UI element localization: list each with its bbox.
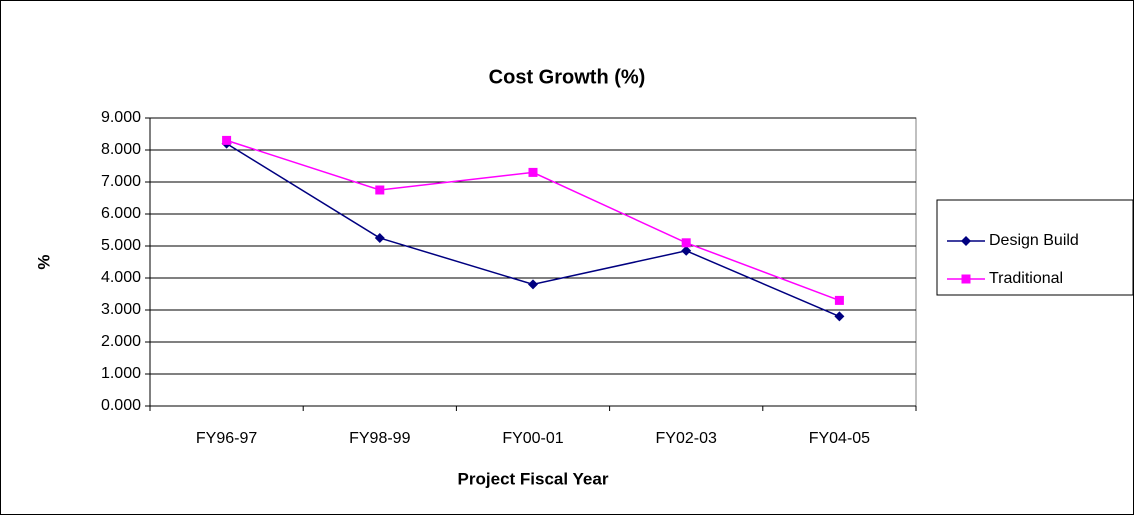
x-tick-label: FY98-99 (349, 430, 410, 447)
y-tick-label: 2.000 (101, 333, 141, 350)
y-tick-label: 1.000 (101, 365, 141, 382)
data-point (681, 245, 692, 256)
y-tick-label: 5.000 (101, 237, 141, 254)
x-tick-label: FY00-01 (502, 430, 563, 447)
data-point (528, 279, 538, 290)
data-point (834, 311, 845, 322)
legend-marker (961, 274, 971, 284)
y-tick-label: 9.000 (101, 109, 141, 126)
y-tick-label: 7.000 (101, 173, 141, 190)
y-tick-label: 8.000 (101, 141, 141, 158)
plot-area (149, 117, 917, 407)
y-tick-label: 0.000 (101, 397, 141, 414)
legend-marker (961, 236, 971, 246)
x-tick-label: FY04-05 (809, 430, 870, 447)
y-tick-label: 3.000 (101, 301, 141, 318)
chart-title: Cost Growth (%) (489, 66, 646, 88)
x-tick-label: FY96-97 (196, 430, 257, 447)
y-tick-label: 6.000 (101, 205, 141, 222)
data-point (528, 167, 538, 177)
data-point (681, 238, 691, 248)
y-axis-title: % (34, 254, 53, 269)
data-point (375, 185, 385, 195)
data-point (374, 233, 385, 243)
data-point (834, 295, 844, 305)
x-axis-title: Project Fiscal Year (458, 469, 609, 488)
legend-label: Design Build (989, 232, 1079, 249)
x-tick-label: FY02-03 (656, 430, 717, 447)
data-point (222, 135, 232, 145)
legend-label: Traditional (989, 270, 1063, 287)
y-tick-label: 4.000 (101, 269, 141, 286)
